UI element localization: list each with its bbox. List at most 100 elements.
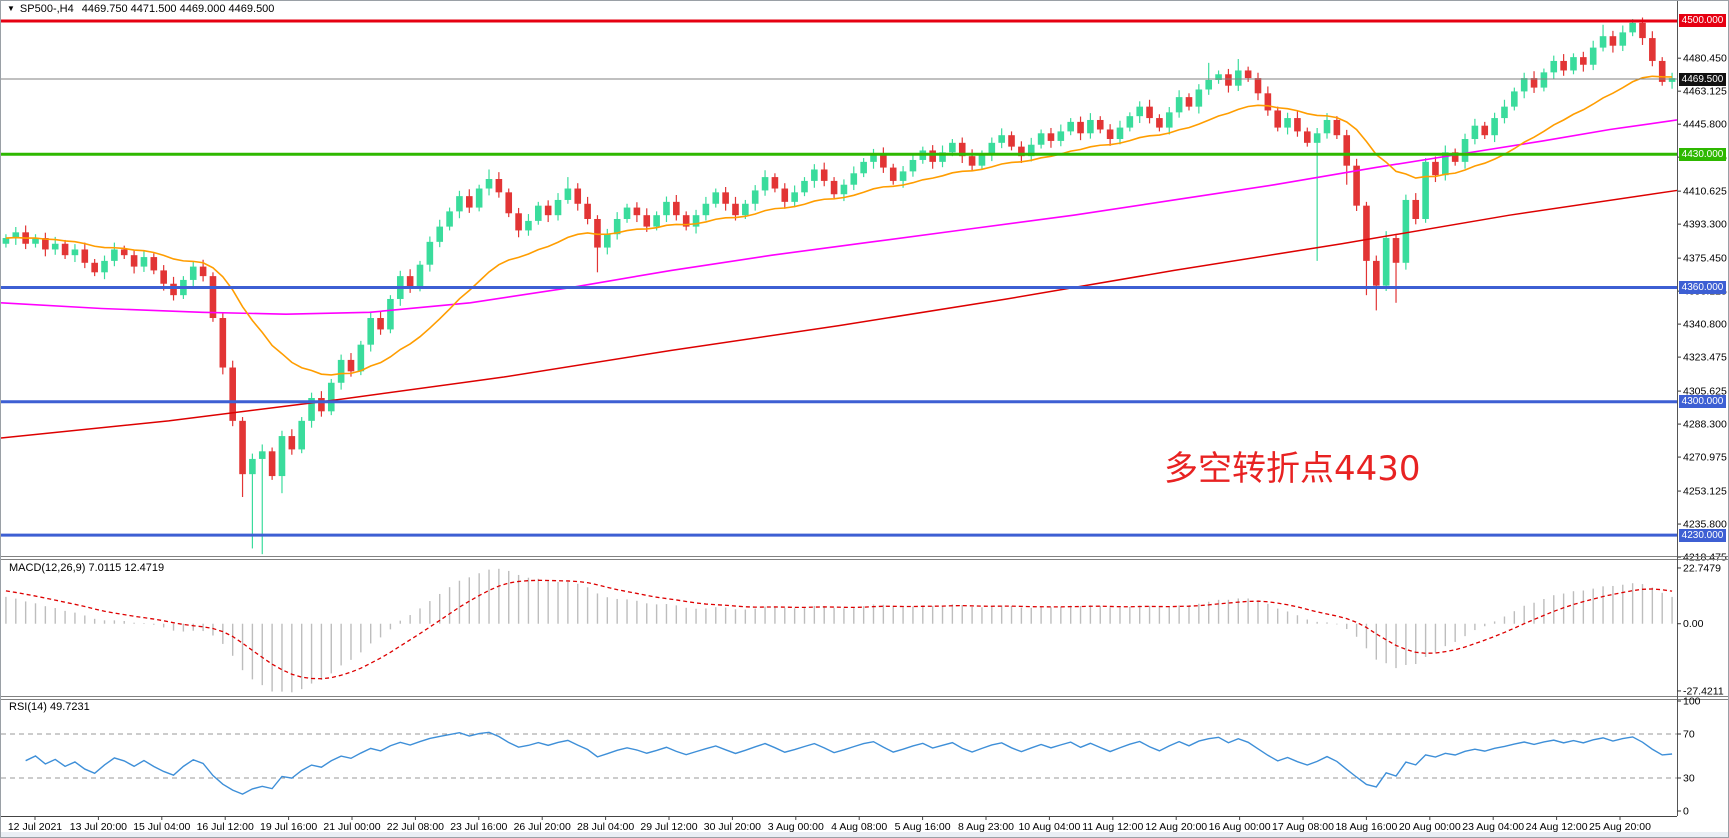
candle-body <box>189 266 197 280</box>
rsi-tick-label: 100 <box>1683 696 1701 708</box>
candle-body <box>663 201 670 216</box>
candle-body <box>1303 131 1311 143</box>
candle-body <box>732 203 739 216</box>
candle-body <box>850 173 858 185</box>
macd-indicator-label: MACD(12,26,9) 7.0115 12.4719 <box>9 562 165 574</box>
candle-body <box>623 207 631 219</box>
time-tick-label: 30 Jul 20:00 <box>704 821 761 833</box>
candle-body <box>1126 116 1134 128</box>
time-tick-label: 21 Jul 00:00 <box>323 821 380 833</box>
price-tick-label: 4480.450 <box>1683 53 1727 65</box>
candle-body <box>150 257 158 271</box>
candle-body <box>1096 119 1104 130</box>
candle-body <box>998 135 1005 143</box>
candle-body <box>130 255 138 267</box>
candle-body <box>594 218 601 248</box>
candle-body <box>1254 78 1262 94</box>
candle-body <box>1323 119 1331 134</box>
rsi-tick-label: 70 <box>1683 729 1695 741</box>
candle-body <box>692 215 700 227</box>
candle-body <box>229 367 236 421</box>
time-tick-label: 10 Aug 04:00 <box>1018 821 1080 833</box>
level-price-badge[interactable]: 4230.000 <box>1679 528 1726 542</box>
time-tick-label: 24 Aug 12:00 <box>1526 821 1588 833</box>
candle-body <box>12 232 20 239</box>
time-tick-label: 4 Aug 08:00 <box>831 821 887 833</box>
candle-body <box>1619 32 1627 46</box>
candle-body <box>377 318 384 330</box>
macd-tick-label: -27.4211 <box>1683 685 1724 697</box>
candle-body <box>1343 135 1351 166</box>
candle-body <box>643 215 651 227</box>
level-price-badge[interactable]: 4360.000 <box>1679 281 1726 295</box>
level-price-badge[interactable]: 4300.000 <box>1679 395 1726 409</box>
candle-body <box>909 159 917 172</box>
price-tick-label: 4375.450 <box>1683 253 1727 265</box>
candle-body <box>722 192 729 204</box>
candle-body <box>1589 47 1597 65</box>
candle-body <box>1284 118 1291 128</box>
candle-body <box>1451 152 1459 162</box>
candle-body <box>436 226 444 242</box>
price-tick-label: 4218.475 <box>1683 552 1727 564</box>
macd-signal-line <box>5 579 1673 680</box>
candle-body <box>554 199 562 216</box>
candle-body <box>1008 135 1015 147</box>
candle-body <box>2 238 10 244</box>
candle-body <box>820 169 828 181</box>
time-tick-label: 18 Aug 16:00 <box>1335 821 1397 833</box>
time-tick-label: 5 Aug 16:00 <box>895 821 951 833</box>
candle-body <box>32 238 39 244</box>
time-tick-label: 25 Aug 20:00 <box>1589 821 1651 833</box>
level-price-badge[interactable]: 4430.000 <box>1679 147 1726 161</box>
candle-body <box>1668 78 1676 82</box>
candle-body <box>978 154 986 166</box>
candle-body <box>387 298 394 330</box>
candle-body <box>613 218 621 235</box>
candle-body <box>791 192 798 202</box>
candle-body <box>1087 119 1094 134</box>
symbol-dropdown-icon[interactable]: ▼ <box>7 4 15 13</box>
candle-body <box>111 249 118 261</box>
level-price-badge[interactable]: 4500.000 <box>1679 14 1726 28</box>
macd-panel: 22.7479 0.00 -27.4211 <box>5 562 1724 697</box>
candle-body <box>1392 238 1400 263</box>
candle-body <box>1580 57 1587 65</box>
candle-body <box>101 260 108 273</box>
candle-body <box>761 177 769 191</box>
candle-body <box>1382 238 1390 286</box>
candle-body <box>160 270 167 284</box>
candle-body <box>1165 112 1173 128</box>
current-price-badge[interactable]: 4469.500 <box>1679 72 1726 86</box>
candle-body <box>1313 133 1321 143</box>
candle-body <box>1658 60 1666 82</box>
candle-body <box>811 169 818 181</box>
candle-body <box>1205 79 1213 90</box>
candle-body <box>1175 97 1183 113</box>
text-annotation: 多空转折点4430 <box>1164 449 1421 489</box>
candle-body <box>42 238 49 250</box>
candle-body <box>988 142 996 155</box>
candle-body <box>357 344 365 372</box>
candle-body <box>485 179 493 189</box>
candle-body <box>1461 139 1469 162</box>
candle-body <box>939 152 946 162</box>
candle-body <box>1057 131 1065 141</box>
candle-body <box>1106 129 1114 140</box>
candle-body <box>1629 22 1636 33</box>
candle-body <box>958 142 966 157</box>
ma-fast-line <box>5 75 1673 376</box>
candle-body <box>140 257 148 267</box>
time-tick-label: 13 Jul 20:00 <box>70 821 127 833</box>
candle-body <box>584 203 591 219</box>
candle-body <box>830 180 838 195</box>
price-tick-label: 4463.125 <box>1683 86 1727 98</box>
candle-body <box>535 205 542 221</box>
candle-body <box>1373 260 1380 286</box>
candle-body <box>1225 74 1232 86</box>
candle-body <box>1599 36 1607 48</box>
candle-body <box>899 171 907 181</box>
price-tick-label: 4340.800 <box>1683 319 1727 331</box>
